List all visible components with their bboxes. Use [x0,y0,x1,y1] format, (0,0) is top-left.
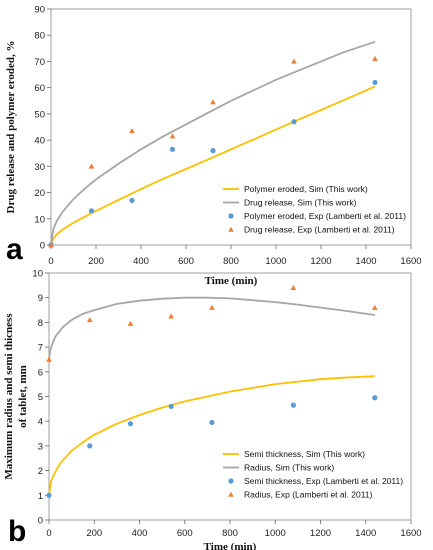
chart-a-x-tick-label: 600 [178,256,194,267]
chart-b-point-circle [372,395,378,401]
chart-a-x-tick-label: 0 [48,256,53,267]
chart-a-y-tick-label: 0 [40,241,45,252]
chart-a-point-triangle [48,242,54,248]
chart-b-point-circle [209,419,215,426]
chart-a-series-line-1 [50,40,376,246]
chart-a-legend-label: Polymer eroded, Sim (This work) [244,184,368,194]
chart-a-point-triangle [129,128,135,134]
chart-a-y-tick-label: 60 [34,83,45,94]
chart-b-point-triangle [168,313,174,319]
chart-b-x-tick-label: 1200 [310,528,331,539]
chart-a-point-circle [129,197,135,204]
chart-b-legend-swatch-circle [228,478,234,484]
chart-b-y-tick-label: 0 [38,516,43,527]
chart-b-legend-label: Radius, Exp (Lamberti et al. 2011) [244,490,373,500]
chart-b-x-tick-label: 400 [132,528,148,539]
chart-a-point-circle [88,208,95,214]
chart-a-x-tick-label: 1400 [355,256,376,267]
chart-b-legend-label: Radius, Sim (This work) [244,463,334,473]
chart-b-x-tick-label: 800 [222,528,238,539]
chart-b-legend-label: Semi thickness, Exp (Lamberti et al. 201… [244,476,403,486]
chart-a-panel-label: a [6,233,23,266]
chart-b-x-tick-label: 200 [86,528,102,539]
chart-b-point-triangle [209,304,215,310]
chart-b-x-tick-label: 1600 [400,528,421,539]
chart-a-point-circle [210,148,216,154]
chart-a-x-tick-label: 200 [88,256,104,267]
chart-a-legend-label: Drug release, Exp (Lamberti et al. 2011) [244,225,395,235]
chart-a-x-tick-label: 400 [133,256,149,267]
chart-b-point-triangle [86,317,93,323]
chart-b-point-circle [290,402,296,408]
chart-a-plot-frame [50,8,412,246]
chart-b-point-circle [87,443,93,449]
chart-a-y-axis-title: Drug release and polymer eroded, % [5,41,17,214]
chart-a-legend-swatch-triangle [228,226,234,232]
chart-b-x-tick-label: 0 [46,528,51,539]
chart-a-point-triangle [169,133,176,139]
chart-a-legend-label: Polymer eroded, Exp (Lamberti et al. 201… [244,211,406,221]
chart-a-point-circle [291,119,297,125]
chart-a-x-axis-title: Time (min) [205,275,258,287]
chart-b-point-circle [46,492,52,498]
chart-a-legend-swatch-circle [228,213,234,219]
chart-a-y-tick-label: 40 [34,136,45,147]
chart-a-y-tick-label: 20 [34,188,45,199]
chart-b-point-triangle [290,285,297,291]
chart-b-y-tick-label: 3 [38,441,43,452]
chart-a-y-tick-label: 50 [34,109,45,120]
chart-b-y-axis-title-line1: Maximum radius and semi thicness [3,313,15,480]
chart-b-x-tick-label: 600 [177,528,193,539]
chart-b-y-tick-label: 7 [38,343,43,354]
chart-b-point-triangle [127,320,134,326]
chart-b-series-line-1 [48,296,375,360]
chart-a-series-line-0 [50,85,376,246]
chart-a-x-tick-label: 1200 [310,256,331,267]
chart-b-panel-label: b [8,515,26,548]
chart-b-point-triangle [46,356,52,362]
chart-b-y-tick-label: 8 [38,318,43,329]
chart-a-y-tick-label: 90 [34,5,45,16]
chart-a-y-tick-label: 30 [34,162,45,173]
chart-a-point-triangle [210,99,216,105]
chart-b-legend-label: Semi thickness, Sim (This work) [244,449,365,459]
chart-b-legend-swatch-triangle [228,491,234,497]
chart-b-x-axis-title: Time (min) [204,541,257,550]
chart-a-point-triangle [291,58,297,64]
chart-a-y-tick-label: 10 [34,214,45,225]
chart-b-x-tick-label: 1400 [355,528,376,539]
chart-a-point-triangle [88,163,95,169]
chart-b-point-circle [168,403,174,409]
chart-a-y-tick-label: 80 [34,31,45,42]
chart-b-point-triangle [372,304,378,310]
chart-a-x-tick-label: 800 [223,256,239,267]
chart-b-y-axis-title-line2: of tablet, mm [17,365,29,428]
chart-b-y-tick-label: 9 [38,293,43,304]
chart-a-x-tick-label: 1000 [265,256,286,267]
chart-b-point-circle [127,421,134,427]
chart-b-y-tick-label: 6 [38,367,43,378]
chart-b-y-tick-label: 2 [38,466,43,477]
chart-b-y-tick-label: 10 [32,269,43,280]
chart-a-point-triangle [372,56,378,62]
chart-a-y-tick-label: 70 [34,57,45,68]
chart-b-series-line-0 [48,375,375,496]
chart-b-y-tick-label: 5 [38,392,43,403]
chart-b-y-tick-label: 4 [38,417,43,428]
chart-a-point-circle [372,79,378,86]
chart-a-legend-label: Drug release, Sim (This work) [244,198,357,208]
chart-b-x-tick-label: 1000 [265,528,286,539]
chart-a-point-circle [169,146,176,152]
chart-b-y-tick-label: 1 [38,491,43,502]
chart-a-x-tick-label: 1600 [400,256,421,267]
